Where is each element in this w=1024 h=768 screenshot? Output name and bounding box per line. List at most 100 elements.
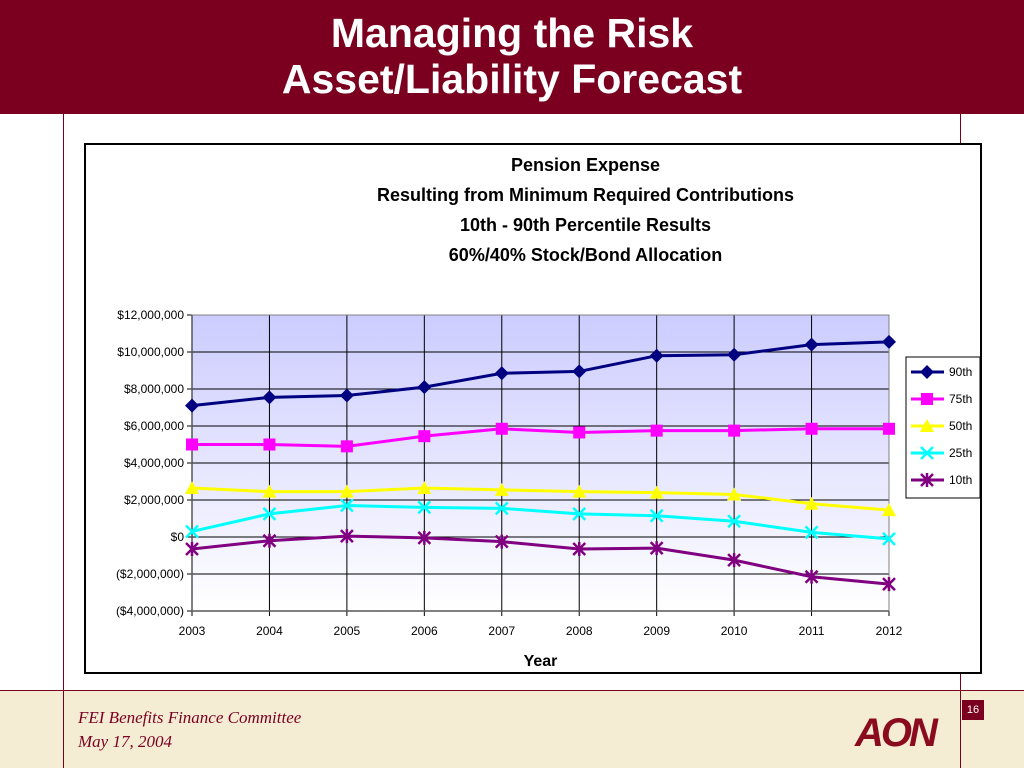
data-point-75th bbox=[418, 430, 431, 443]
data-point-10th bbox=[262, 533, 277, 548]
data-point-90th bbox=[417, 380, 432, 395]
slide-header bbox=[0, 0, 1024, 114]
series-line-25th bbox=[191, 504, 890, 541]
data-point-25th bbox=[804, 525, 819, 540]
footer-text: FEI Benefits Finance Committee May 17, 2… bbox=[78, 706, 301, 754]
x-tick-label: 2009 bbox=[643, 624, 670, 638]
data-point-75th bbox=[650, 424, 663, 437]
data-point-50th bbox=[185, 480, 199, 494]
data-point-10th bbox=[340, 529, 354, 544]
chart-title-line: Resulting from Minimum Required Contribu… bbox=[377, 185, 794, 205]
series-line-50th bbox=[191, 486, 890, 512]
footer-committee: FEI Benefits Finance Committee bbox=[78, 708, 302, 727]
data-point-75th bbox=[728, 424, 741, 437]
legend-label-90th: 90th bbox=[949, 365, 972, 379]
data-point-10th bbox=[882, 577, 896, 592]
data-point-25th bbox=[340, 498, 354, 513]
data-point-25th bbox=[882, 531, 896, 546]
slide-title-line2: Asset/Liability Forecast bbox=[281, 56, 743, 102]
data-point-25th bbox=[727, 514, 741, 529]
frame-rule-right-footer bbox=[960, 690, 961, 768]
legend-marker-10th bbox=[920, 473, 934, 487]
y-tick-label: ($2,000,000) bbox=[116, 567, 184, 581]
legend-marker-75th bbox=[921, 393, 933, 405]
x-tick-label: 2010 bbox=[721, 624, 748, 638]
data-point-90th bbox=[804, 337, 819, 352]
y-tick-label: $12,000,000 bbox=[117, 308, 184, 322]
slide-title-line1: Managing the Risk bbox=[330, 10, 694, 56]
data-point-50th bbox=[417, 480, 432, 494]
legend-label-50th: 50th bbox=[949, 419, 972, 433]
chart-title-line: 10th - 90th Percentile Results bbox=[460, 215, 711, 235]
x-tick-label: 2003 bbox=[179, 624, 206, 638]
footer-date: May 17, 2004 bbox=[78, 732, 172, 751]
data-point-10th bbox=[804, 569, 819, 584]
data-point-75th bbox=[340, 440, 353, 453]
data-point-90th bbox=[185, 398, 199, 413]
x-tick-label: 2012 bbox=[876, 624, 903, 638]
data-point-10th bbox=[649, 541, 664, 556]
frame-rule-left-footer bbox=[63, 690, 64, 768]
data-point-90th bbox=[494, 366, 509, 381]
data-point-50th bbox=[494, 482, 509, 496]
data-point-75th bbox=[263, 438, 276, 451]
series-line-90th bbox=[191, 340, 890, 408]
data-point-75th bbox=[805, 422, 818, 435]
legend-label-25th: 25th bbox=[949, 446, 972, 460]
chart-container: Pension Expense Resulting from Minimum Re… bbox=[84, 143, 982, 674]
data-point-10th bbox=[185, 542, 199, 557]
data-point-50th bbox=[882, 503, 896, 517]
data-point-90th bbox=[572, 364, 587, 379]
data-point-75th bbox=[186, 438, 198, 451]
data-point-25th bbox=[494, 501, 509, 516]
data-point-25th bbox=[262, 506, 277, 521]
data-point-50th bbox=[727, 487, 742, 501]
data-point-10th bbox=[727, 553, 741, 568]
data-point-50th bbox=[572, 484, 587, 498]
legend-marker-90th bbox=[920, 365, 934, 379]
x-axis-label: Year bbox=[524, 653, 558, 670]
series-line-10th bbox=[191, 534, 890, 586]
data-point-50th bbox=[262, 484, 277, 498]
data-point-75th bbox=[573, 426, 586, 439]
footer-rule bbox=[0, 690, 1024, 691]
legend-label-10th: 10th bbox=[949, 473, 972, 487]
data-point-90th bbox=[727, 347, 742, 362]
series-line-75th bbox=[192, 427, 889, 448]
chart-title-line: 60%/40% Stock/Bond Allocation bbox=[449, 245, 722, 265]
page-number: 16 bbox=[962, 700, 984, 720]
y-tick-label: $8,000,000 bbox=[124, 382, 184, 396]
x-tick-label: 2008 bbox=[566, 624, 593, 638]
slide-footer bbox=[0, 690, 1024, 768]
aon-logo: AON bbox=[854, 711, 942, 753]
x-tick-label: 2005 bbox=[334, 624, 361, 638]
line-chart: Pension Expense Resulting from Minimum Re… bbox=[116, 155, 980, 670]
chart-title-line: Pension Expense bbox=[511, 155, 660, 175]
data-point-90th bbox=[339, 388, 354, 403]
data-point-75th bbox=[495, 422, 508, 435]
data-point-50th bbox=[804, 496, 819, 510]
legend-marker-50th bbox=[920, 419, 934, 432]
x-tick-label: 2007 bbox=[488, 624, 515, 638]
x-tick-label: 2004 bbox=[256, 624, 283, 638]
x-tick-label: 2006 bbox=[411, 624, 438, 638]
data-point-10th bbox=[494, 534, 509, 549]
x-tick-label: 2011 bbox=[799, 624, 825, 638]
data-point-25th bbox=[185, 524, 199, 539]
data-point-90th bbox=[882, 334, 896, 349]
y-tick-label: $6,000,000 bbox=[124, 419, 184, 433]
data-point-50th bbox=[649, 485, 664, 499]
data-point-75th bbox=[883, 422, 895, 435]
data-point-25th bbox=[649, 508, 664, 523]
data-point-10th bbox=[572, 542, 587, 557]
legend-label-75th: 75th bbox=[949, 392, 972, 406]
y-tick-label: $2,000,000 bbox=[124, 493, 184, 507]
y-tick-label: $0 bbox=[171, 530, 185, 544]
aon-logo-wordmark: AON bbox=[854, 711, 939, 753]
data-point-25th bbox=[572, 506, 587, 521]
data-point-10th bbox=[417, 530, 432, 545]
y-tick-label: ($4,000,000) bbox=[116, 604, 184, 618]
y-tick-label: $4,000,000 bbox=[124, 456, 184, 470]
y-tick-label: $10,000,000 bbox=[117, 345, 184, 359]
data-point-90th bbox=[262, 390, 277, 405]
